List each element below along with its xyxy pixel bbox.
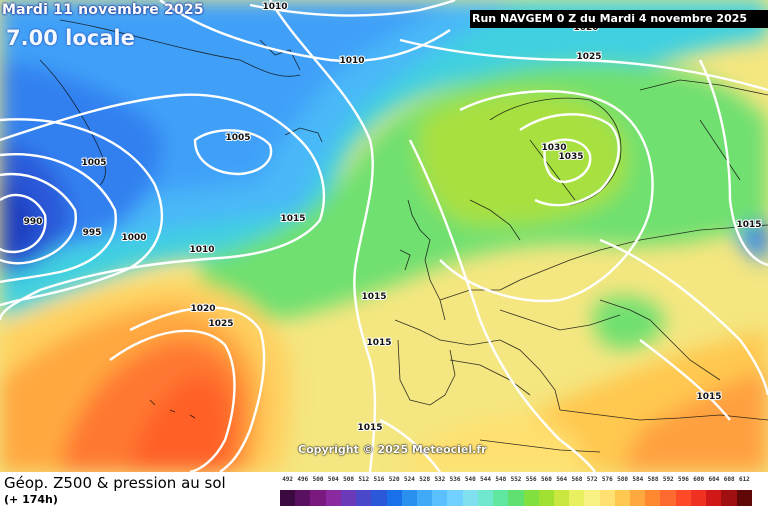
legend-swatch — [432, 490, 448, 506]
forecast-hour: (+ 174h) — [4, 493, 58, 506]
valid-date-title: Mardi 11 novembre 2025 — [2, 2, 204, 18]
geopotential-field — [0, 0, 768, 472]
legend-swatch — [325, 490, 341, 506]
legend-swatch — [401, 490, 417, 506]
legend-value-label: 588 — [647, 476, 659, 483]
legend-swatch — [356, 490, 372, 506]
legend-value-label: 500 — [312, 476, 324, 483]
isobar-label: 1015 — [736, 220, 761, 230]
legend-value-label: 576 — [601, 476, 613, 483]
legend-value-label: 568 — [571, 476, 583, 483]
legend-swatch — [416, 490, 433, 506]
isobar-label: 1025 — [576, 52, 601, 62]
isobar-label: 1015 — [280, 214, 305, 224]
legend-value-label: 564 — [556, 476, 568, 483]
legend-swatch — [386, 490, 402, 506]
legend-swatch — [508, 490, 524, 506]
isobar-label: 1000 — [121, 233, 146, 243]
copyright-text: Copyright © 2025 Meteociel.fr — [298, 443, 487, 456]
legend-value-label: 560 — [541, 476, 552, 483]
isobar-label: 1025 — [208, 319, 233, 329]
legend-swatch — [462, 490, 478, 506]
legend-value-label: 536 — [449, 476, 461, 483]
legend-swatch — [538, 490, 554, 506]
legend-value-label: 524 — [403, 476, 415, 483]
legend-value-label: 532 — [434, 476, 446, 483]
isobar-label: 990 — [24, 217, 43, 227]
legend-value-label: 508 — [343, 476, 354, 483]
isobar-label: 1010 — [262, 2, 287, 12]
legend-swatch — [584, 490, 600, 506]
legend-swatch — [280, 490, 296, 506]
legend-value-label: 556 — [525, 476, 537, 483]
isobar-label: 1010 — [339, 56, 364, 66]
legend-value-label: 612 — [738, 476, 750, 483]
legend-value-label: 548 — [495, 476, 507, 483]
isobar-label: 1010 — [189, 245, 214, 255]
legend-swatch — [706, 490, 722, 506]
isobar-label: 1020 — [190, 304, 215, 314]
isobar-label: 1030 — [541, 143, 566, 153]
legend-swatch — [721, 490, 737, 506]
legend-labels: 492 496 500 504 508 512 516 520 524 528 532 536 540 5… — [280, 476, 752, 486]
isobar-label: 1015 — [357, 423, 382, 433]
legend-swatch — [690, 490, 707, 506]
legend-value-label: 572 — [586, 476, 598, 483]
legend-value-label: 544 — [480, 476, 491, 483]
legend-value-label: 504 — [327, 476, 339, 483]
legend-value-label: 600 — [693, 476, 705, 483]
isobar-labels: 1010 1010 1005 1005 990 995 1000 1010 1015 1020 10… — [23, 1, 763, 434]
isobars — [0, 0, 768, 472]
legend-swatch — [614, 490, 631, 506]
valid-time-title: 7.00 locale — [6, 26, 135, 50]
legend-swatch — [340, 490, 357, 506]
color-legend: 492 496 500 504 508 512 516 520 524 528 532 536 540 5… — [280, 476, 752, 506]
legend-value-label: 592 — [662, 476, 674, 483]
isobar-label: 1005 — [81, 158, 106, 168]
legend-swatch — [660, 490, 676, 506]
legend-value-label: 596 — [678, 476, 689, 483]
legend-swatch — [553, 490, 570, 506]
legend-swatch — [477, 490, 494, 506]
legend-swatch — [447, 490, 463, 506]
legend-swatch — [645, 490, 661, 506]
map-footer: Géop. Z500 & pression au sol (+ 174h) 49… — [0, 472, 768, 512]
isobar-label: 1015 — [366, 338, 391, 348]
model-run-label: Run NAVGEM 0 Z du Mardi 4 novembre 2025 — [470, 10, 768, 28]
legend-swatch — [523, 490, 539, 506]
legend-value-label: 496 — [297, 476, 309, 483]
legend-bar — [280, 490, 752, 506]
legend-swatch — [371, 490, 387, 506]
legend-swatch — [599, 490, 615, 506]
isobar-label: 1035 — [558, 152, 583, 162]
legend-swatch — [630, 490, 646, 506]
legend-swatch — [295, 490, 311, 506]
legend-value-label: 520 — [388, 476, 400, 483]
weather-map: 1010 1010 1005 1005 990 995 1000 1010 1015 1020 10… — [0, 0, 768, 472]
legend-value-label: 608 — [723, 476, 735, 483]
legend-value-label: 516 — [373, 476, 385, 483]
isobar-label: 1005 — [225, 133, 250, 143]
legend-swatch — [675, 490, 691, 506]
legend-value-label: 492 — [282, 476, 294, 483]
isobar-label: 1015 — [696, 392, 721, 402]
legend-value-label: 580 — [617, 476, 628, 483]
legend-value-label: 512 — [358, 476, 370, 483]
legend-swatch — [569, 490, 585, 506]
legend-value-label: 540 — [464, 476, 476, 483]
legend-value-label: 528 — [419, 476, 431, 483]
isobar-label: 1015 — [361, 292, 386, 302]
parameter-title: Géop. Z500 & pression au sol — [4, 474, 226, 492]
legend-swatch — [736, 490, 752, 506]
legend-value-label: 552 — [510, 476, 522, 483]
legend-value-label: 584 — [632, 476, 644, 483]
isobar-label: 995 — [83, 228, 102, 238]
legend-swatch — [493, 490, 509, 506]
legend-value-label: 604 — [708, 476, 720, 483]
legend-swatch — [310, 490, 326, 506]
